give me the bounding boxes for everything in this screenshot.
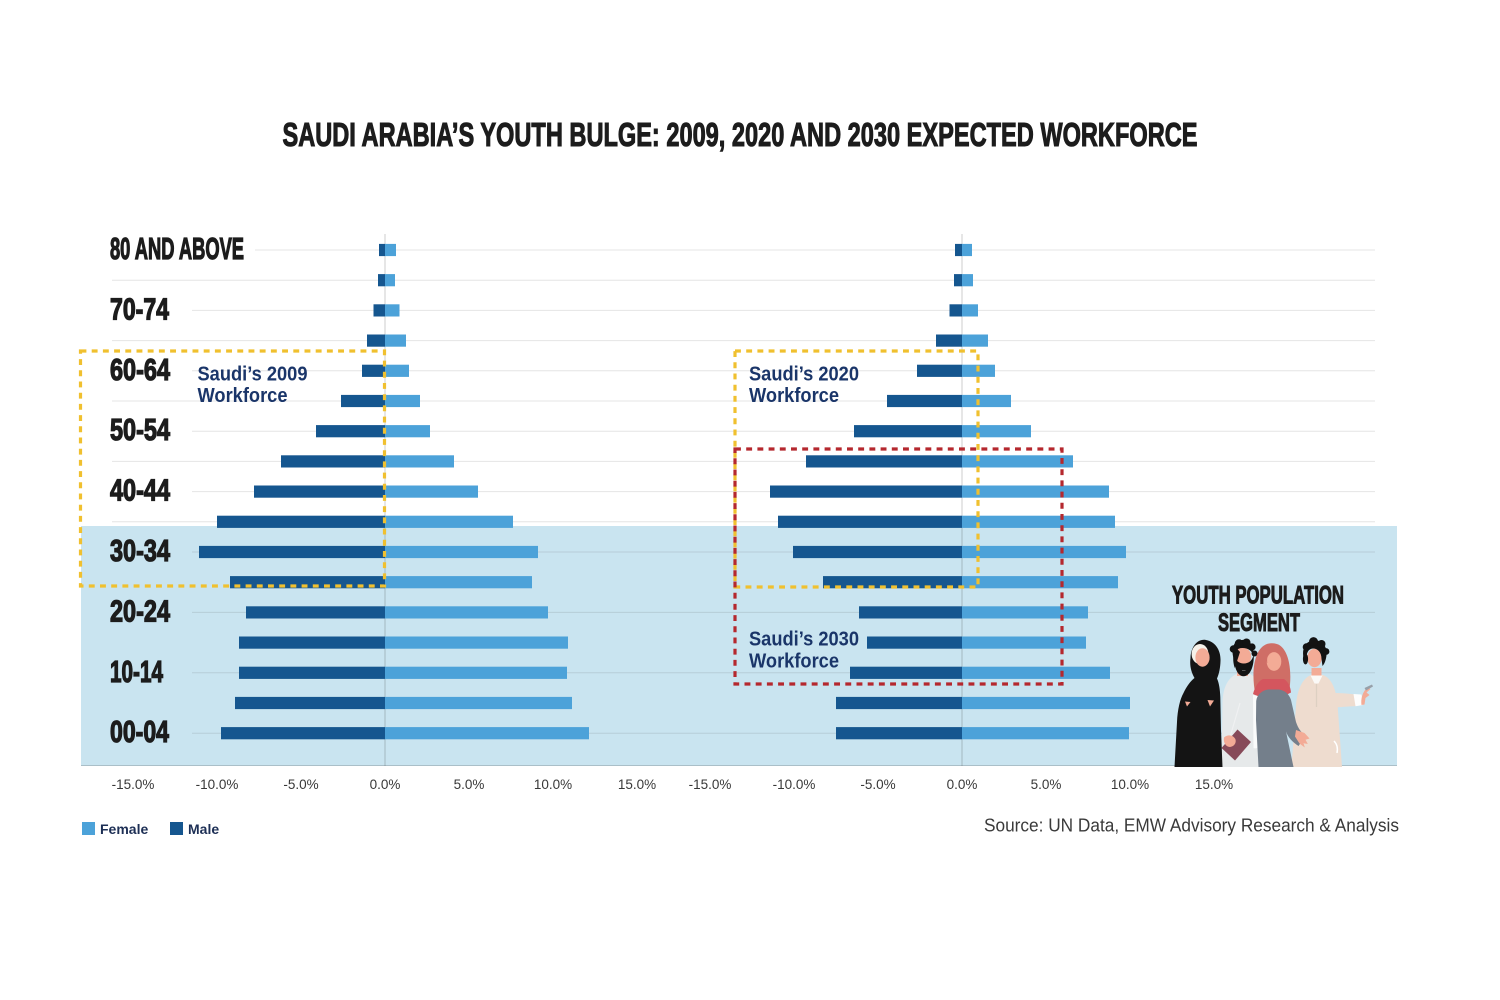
svg-text:SAUDI ARABIA’S YOUTH BULGE: 20: SAUDI ARABIA’S YOUTH BULGE: 2009, 2020 A… xyxy=(283,117,1198,154)
svg-text:-5.0%: -5.0% xyxy=(283,777,318,792)
svg-text:-10.0%: -10.0% xyxy=(773,777,816,792)
svg-text:10.0%: 10.0% xyxy=(1111,777,1149,792)
svg-text:-15.0%: -15.0% xyxy=(112,777,155,792)
svg-text:Female: Female xyxy=(100,821,148,837)
svg-text:40-44: 40-44 xyxy=(110,473,171,508)
svg-text:80 AND ABOVE: 80 AND ABOVE xyxy=(110,231,244,266)
svg-text:5.0%: 5.0% xyxy=(454,777,485,792)
svg-text:Source: UN Data, EMW Advisory: Source: UN Data, EMW Advisory Research &… xyxy=(984,816,1399,836)
svg-text:15.0%: 15.0% xyxy=(618,777,656,792)
svg-text:Male: Male xyxy=(188,821,219,837)
svg-text:-5.0%: -5.0% xyxy=(860,777,895,792)
svg-text:20-24: 20-24 xyxy=(110,593,171,628)
svg-text:50-54: 50-54 xyxy=(110,412,171,447)
svg-text:Workforce: Workforce xyxy=(749,651,839,673)
svg-text:5.0%: 5.0% xyxy=(1031,777,1062,792)
svg-text:Workforce: Workforce xyxy=(198,385,288,407)
svg-text:YOUTH POPULATION: YOUTH POPULATION xyxy=(1172,582,1344,610)
svg-text:-10.0%: -10.0% xyxy=(196,777,239,792)
svg-text:60-64: 60-64 xyxy=(110,352,171,387)
svg-text:30-34: 30-34 xyxy=(110,533,171,568)
svg-text:70-74: 70-74 xyxy=(110,291,170,326)
svg-text:-15.0%: -15.0% xyxy=(689,777,732,792)
svg-text:0.0%: 0.0% xyxy=(370,777,401,792)
svg-text:SEGMENT: SEGMENT xyxy=(1218,609,1300,637)
svg-text:Saudi’s 2009: Saudi’s 2009 xyxy=(198,364,308,386)
svg-text:0.0%: 0.0% xyxy=(947,777,978,792)
svg-text:15.0%: 15.0% xyxy=(1195,777,1233,792)
svg-text:Saudi’s 2030: Saudi’s 2030 xyxy=(749,629,859,651)
svg-text:Workforce: Workforce xyxy=(749,385,839,407)
svg-text:Saudi’s 2020: Saudi’s 2020 xyxy=(749,364,859,386)
svg-text:00-04: 00-04 xyxy=(110,714,170,749)
svg-text:10-14: 10-14 xyxy=(110,654,164,689)
svg-text:10.0%: 10.0% xyxy=(534,777,572,792)
